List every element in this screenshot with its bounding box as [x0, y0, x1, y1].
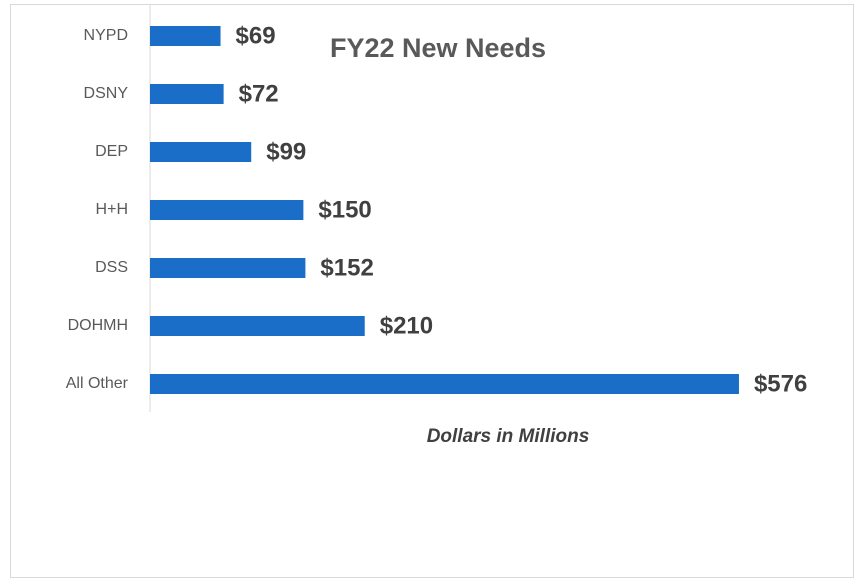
value-label: $152 — [320, 254, 373, 281]
y-tick-label: All Other — [66, 375, 129, 392]
value-label: $69 — [236, 22, 276, 49]
bar — [150, 26, 221, 46]
y-tick-label: DEP — [95, 143, 128, 160]
y-tick-label: DSS — [95, 259, 128, 276]
value-label: $99 — [266, 138, 306, 165]
chart-title: FY22 New Needs — [330, 33, 546, 63]
y-tick-label: DSNY — [84, 85, 129, 102]
value-label: $72 — [239, 80, 279, 107]
bar — [150, 374, 739, 394]
x-axis-label: Dollars in Millions — [427, 426, 590, 447]
bar — [150, 142, 252, 162]
bar — [150, 84, 224, 104]
y-tick-label: DOHMH — [68, 317, 128, 334]
bar — [150, 316, 365, 336]
value-label: $210 — [380, 312, 433, 339]
value-label: $150 — [318, 196, 371, 223]
y-tick-label: NYPD — [84, 27, 128, 44]
value-label: $576 — [754, 370, 807, 397]
bar — [150, 200, 304, 220]
chart-frame — [10, 4, 854, 578]
bar — [150, 258, 306, 278]
y-tick-label: H+H — [96, 201, 128, 218]
